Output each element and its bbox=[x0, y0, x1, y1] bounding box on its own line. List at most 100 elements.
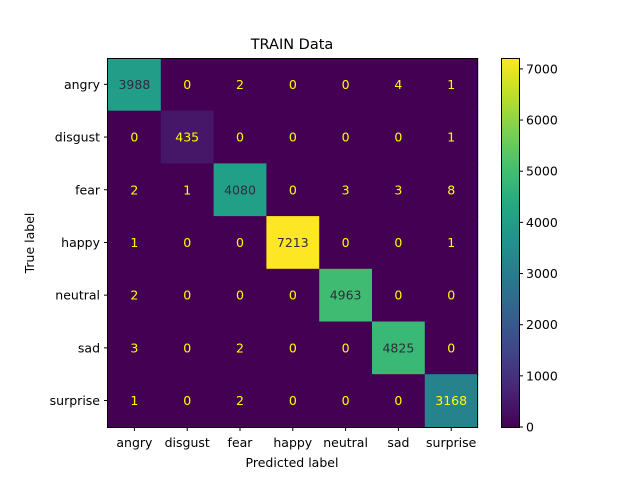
heatmap-cell bbox=[372, 268, 426, 323]
cell-value-label: 0 bbox=[289, 182, 297, 197]
heatmap-cell bbox=[108, 321, 162, 375]
heatmap-cell bbox=[160, 268, 215, 323]
cell-value-label: 1 bbox=[447, 235, 455, 250]
chart-title: TRAIN Data bbox=[250, 37, 334, 53]
heatmap-cell bbox=[160, 374, 215, 428]
heatmap-cell bbox=[213, 268, 267, 323]
heatmap-cell bbox=[424, 374, 479, 428]
heatmap-cell bbox=[266, 58, 320, 112]
heatmap-cell bbox=[213, 374, 267, 428]
heatmap-cell bbox=[424, 110, 479, 164]
y-tick-label: fear bbox=[75, 182, 101, 197]
x-axis-label: Predicted label bbox=[246, 455, 339, 470]
cell-value-label: 1 bbox=[447, 77, 455, 92]
cell-value-label: 7213 bbox=[277, 235, 309, 250]
heatmap-cell bbox=[266, 163, 320, 217]
heatmap-cell bbox=[108, 163, 162, 217]
heatmap-cell bbox=[266, 110, 320, 164]
cell-value-label: 0 bbox=[289, 288, 297, 303]
heatmap-cell bbox=[108, 110, 162, 164]
colorbar-frame bbox=[501, 58, 520, 428]
cell-value-label: 435 bbox=[175, 130, 199, 145]
x-tick-label: happy bbox=[273, 435, 312, 450]
heatmap-cell bbox=[424, 321, 479, 375]
heatmap-cells bbox=[108, 58, 479, 428]
y-axis-label: True label bbox=[22, 213, 37, 275]
cell-value-label: 0 bbox=[447, 340, 455, 355]
heatmap-cell bbox=[266, 216, 320, 270]
x-tick-label: disgust bbox=[165, 435, 210, 450]
cell-value-label: 0 bbox=[183, 77, 191, 92]
heatmap-cell bbox=[213, 163, 267, 217]
heatmap-cell bbox=[319, 374, 373, 428]
heatmap-cell bbox=[160, 216, 215, 270]
heatmap-cell bbox=[213, 321, 267, 375]
heatmap-cell bbox=[213, 216, 267, 270]
cell-value-label: 1 bbox=[130, 235, 138, 250]
cell-value-label: 4825 bbox=[382, 340, 414, 355]
cell-value-label: 3168 bbox=[435, 393, 467, 408]
x-tick-label: fear bbox=[228, 435, 254, 450]
cell-value-label: 0 bbox=[236, 235, 244, 250]
cell-value-label: 0 bbox=[447, 288, 455, 303]
y-tick-label: angry bbox=[64, 77, 101, 92]
cell-value-label: 0 bbox=[394, 393, 402, 408]
heatmap-cell bbox=[160, 163, 215, 217]
colorbar bbox=[501, 58, 519, 427]
heatmap-cell bbox=[213, 110, 267, 164]
cell-value-label: 0 bbox=[342, 393, 350, 408]
cell-value-label: 2 bbox=[236, 393, 244, 408]
cell-value-label: 8 bbox=[447, 182, 455, 197]
heatmap-cell bbox=[213, 58, 267, 112]
heatmap-cell bbox=[372, 58, 426, 112]
cell-value-label: 0 bbox=[342, 340, 350, 355]
colorbar-ticks: 0 1000 2000 3000 4000 5000 6000 7000 bbox=[519, 61, 558, 435]
cell-value-label: 3 bbox=[394, 182, 402, 197]
heatmap-cell bbox=[319, 58, 373, 112]
x-tick-label: angry bbox=[116, 435, 153, 450]
cell-value-label: 4963 bbox=[330, 288, 362, 303]
heatmap-cell bbox=[424, 163, 479, 217]
cell-value-label: 3 bbox=[342, 182, 350, 197]
cell-value-label: 1 bbox=[183, 182, 191, 197]
colorbar-tick-label: 4000 bbox=[526, 215, 558, 230]
x-tick-label: surprise bbox=[426, 435, 477, 450]
heatmap-cell bbox=[372, 216, 426, 270]
y-axis-ticks: angry disgust fear happy neutral sad surprise bbox=[50, 77, 108, 408]
cell-value-label: 3988 bbox=[118, 77, 150, 92]
colorbar-tick-label: 6000 bbox=[526, 113, 558, 128]
y-tick-label: surprise bbox=[50, 393, 101, 408]
cell-value-label: 3 bbox=[130, 340, 138, 355]
heatmap-cell bbox=[424, 268, 479, 323]
cell-value-label: 0 bbox=[183, 235, 191, 250]
y-tick-label: sad bbox=[78, 340, 100, 355]
cell-value-label: 0 bbox=[342, 130, 350, 145]
heatmap-cell bbox=[266, 321, 320, 375]
colorbar-tick-label: 0 bbox=[526, 420, 534, 435]
heatmap-cell bbox=[108, 58, 162, 112]
cell-value-label: 0 bbox=[289, 77, 297, 92]
x-axis-ticks: angry disgust fear happy neutral sad surprise bbox=[116, 427, 477, 450]
cell-value-label: 0 bbox=[289, 340, 297, 355]
cell-value-label: 2 bbox=[130, 182, 138, 197]
heatmap-cell bbox=[108, 374, 162, 428]
heatmap-cell bbox=[266, 374, 320, 428]
heatmap-cell-labels: 3988 0 2 0 0 4 1 0 435 0 0 0 0 1 2 1 4080 0 3 3 8 1 0 0 7213 0 0 1 2… bbox=[118, 77, 467, 408]
heatmap-cell bbox=[424, 58, 479, 112]
heatmap-cell bbox=[424, 216, 479, 270]
cell-value-label: 0 bbox=[342, 77, 350, 92]
heatmap-cell bbox=[319, 163, 373, 217]
cell-value-label: 0 bbox=[183, 288, 191, 303]
heatmap-cell bbox=[266, 268, 320, 323]
heatmap-cell bbox=[160, 321, 215, 375]
heatmap-cell bbox=[372, 321, 426, 375]
cell-value-label: 2 bbox=[236, 340, 244, 355]
cell-value-label: 0 bbox=[236, 130, 244, 145]
x-tick-label: sad bbox=[387, 435, 409, 450]
cell-value-label: 0 bbox=[394, 235, 402, 250]
heatmap-cell bbox=[319, 268, 373, 323]
cell-value-label: 0 bbox=[289, 130, 297, 145]
cell-value-label: 0 bbox=[394, 288, 402, 303]
cell-value-label: 1 bbox=[130, 393, 138, 408]
